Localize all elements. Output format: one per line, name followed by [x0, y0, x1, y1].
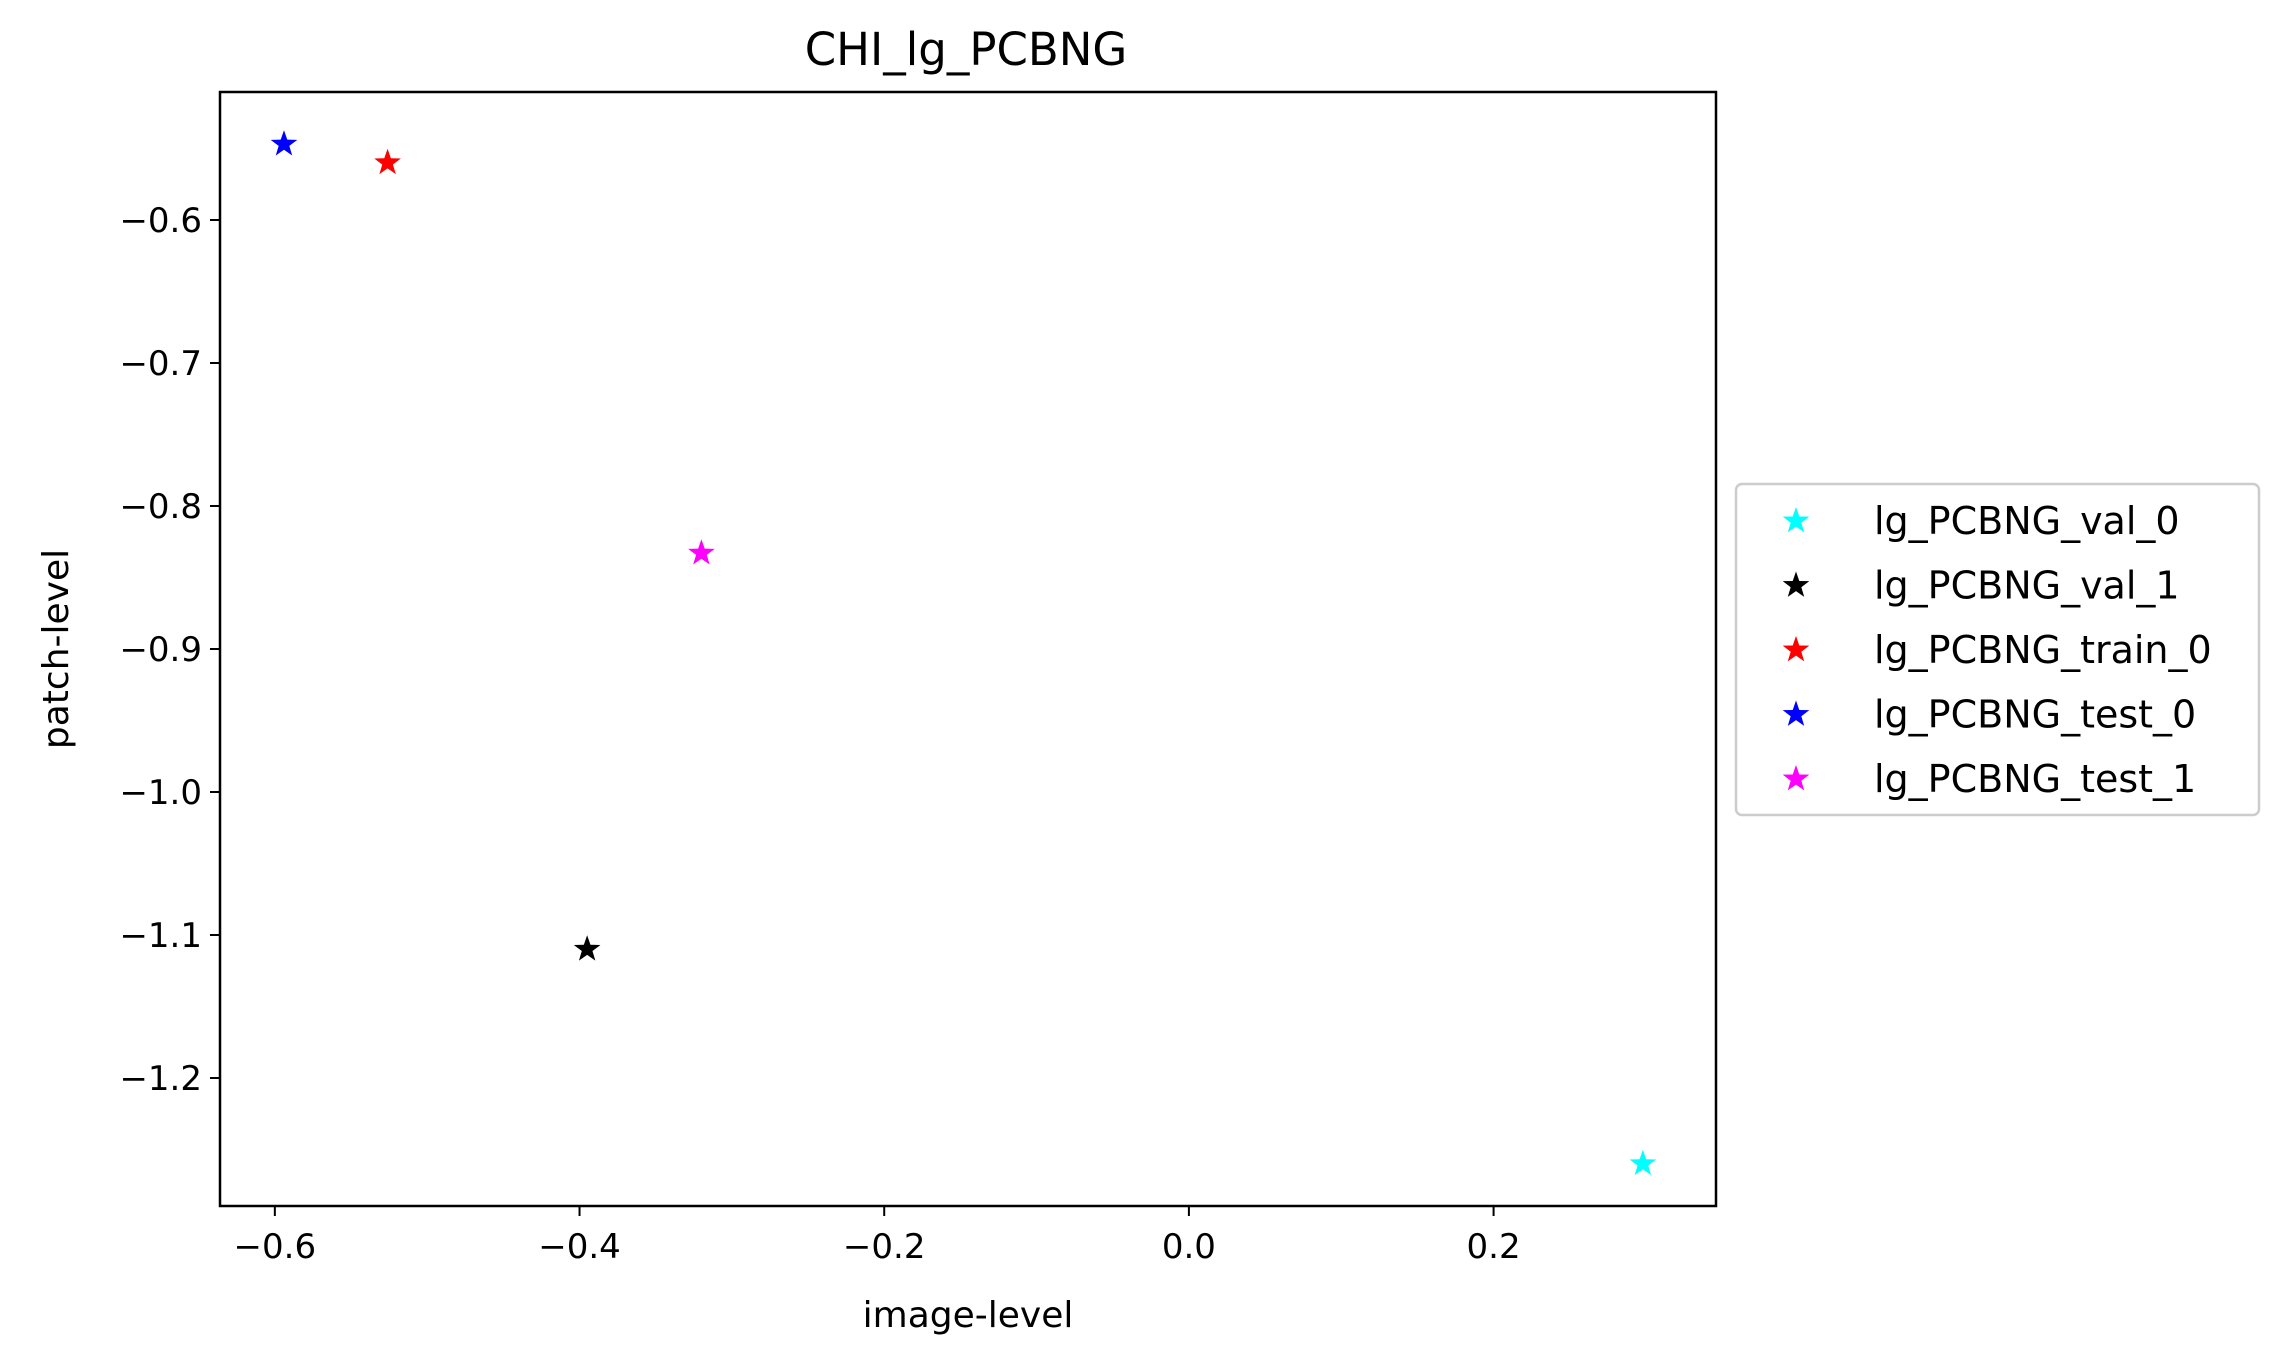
plot-area-frame [218, 90, 1718, 1208]
x-tick-label: −0.2 [843, 1227, 926, 1267]
x-tick-label: −0.4 [538, 1227, 621, 1267]
point-lg_PCBNG_val_1 [573, 935, 601, 961]
x-axis-ticks: −0.6 −0.4 −0.2 0.0 0.2 [234, 1206, 1521, 1267]
legend-marker-lg_PCBNG_val_0 [1782, 507, 1810, 533]
y-tick-label: −1.0 [119, 773, 202, 813]
legend-label-lg_PCBNG_val_1: lg_PCBNG_val_1 [1874, 564, 2180, 608]
y-axis-label: patch-level [36, 549, 77, 749]
legend-marker-lg_PCBNG_val_1 [1782, 571, 1810, 597]
y-tick-label: −0.6 [119, 201, 202, 241]
x-tick-label: 0.2 [1467, 1227, 1521, 1267]
legend-label-lg_PCBNG_val_0: lg_PCBNG_val_0 [1874, 499, 2180, 543]
y-tick-label: −1.2 [119, 1059, 202, 1099]
legend-label-lg_PCBNG_train_0: lg_PCBNG_train_0 [1874, 628, 2212, 672]
point-lg_PCBNG_train_0 [374, 148, 401, 175]
x-axis-label: image-level [863, 1295, 1074, 1336]
legend-marker-lg_PCBNG_test_1 [1782, 765, 1810, 791]
legend-label-lg_PCBNG_test_0: lg_PCBNG_test_0 [1874, 693, 2196, 737]
data-points [270, 130, 1657, 1176]
x-tick-label: 0.0 [1162, 1227, 1216, 1267]
y-tick-label: −0.7 [119, 344, 202, 384]
y-axis-ticks: −0.6 −0.7 −0.8 −0.9 −1.0 −1.1 −1.2 [119, 201, 220, 1099]
legend-marker-lg_PCBNG_test_0 [1782, 700, 1810, 726]
x-tick-label: −0.6 [234, 1227, 317, 1267]
chart-title: CHI_lg_PCBNG [805, 23, 1128, 76]
legend: lg_PCBNG_val_0 lg_PCBNG_val_1 lg_PCBNG_tra… [1734, 482, 2261, 817]
y-tick-label: −0.9 [119, 630, 202, 670]
y-tick-label: −0.8 [119, 487, 202, 527]
point-lg_PCBNG_test_1 [688, 539, 715, 565]
legend-frame [1734, 482, 2261, 817]
point-lg_PCBNG_val_0 [1629, 1149, 1657, 1176]
y-tick-label: −1.1 [119, 916, 202, 956]
point-lg_PCBNG_test_0 [270, 130, 298, 156]
legend-label-lg_PCBNG_test_1: lg_PCBNG_test_1 [1874, 757, 2196, 801]
legend-marker-lg_PCBNG_train_0 [1782, 636, 1810, 662]
